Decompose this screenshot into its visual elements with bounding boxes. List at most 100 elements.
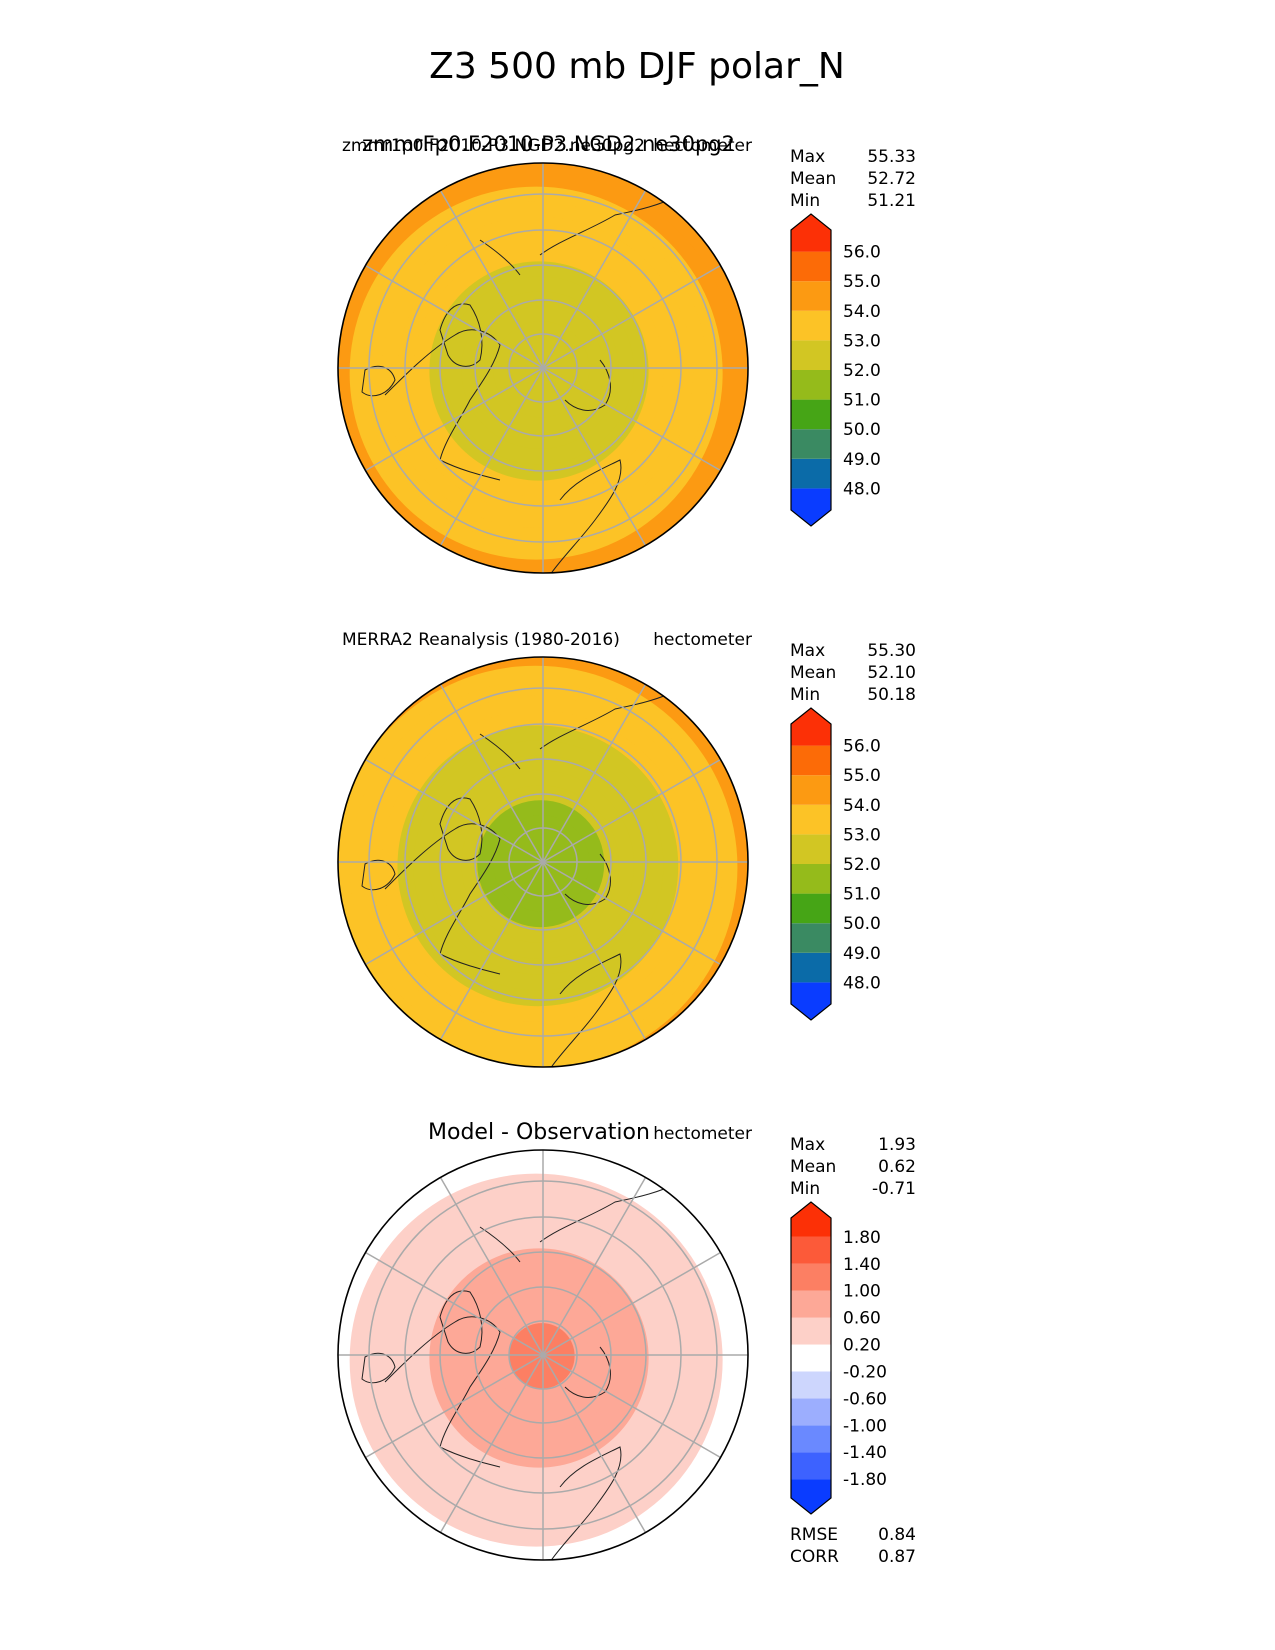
meridian-line — [439, 190, 544, 369]
panel-model-graticule — [338, 163, 748, 573]
stat-max-value: 1.93 — [878, 1135, 916, 1155]
colorbar-tick-label: 1.40 — [843, 1255, 881, 1275]
meridian-line — [542, 190, 647, 369]
colorbar-cell — [791, 1425, 831, 1453]
colorbar-cell — [791, 745, 831, 776]
panel-model-units: hectometer — [653, 136, 752, 156]
meridian-line — [439, 1177, 544, 1356]
colorbar-tick-label: 48.0 — [843, 973, 881, 993]
colorbar-cell — [791, 281, 831, 311]
meridian-line — [365, 758, 544, 863]
stat-max-label: Max — [790, 1135, 825, 1155]
colorbar-cell — [791, 310, 831, 341]
colorbar-cell — [791, 399, 831, 430]
stat-max-value: 55.30 — [867, 641, 916, 661]
colorbar-tick-label: 52.0 — [843, 361, 881, 381]
colorbar-tick-label: 50.0 — [843, 914, 881, 934]
colorbar-cell — [791, 458, 831, 489]
colorbar-cell — [791, 1317, 831, 1345]
meridian-line — [365, 861, 544, 966]
meridian-line — [542, 861, 721, 966]
colorbar-cell — [791, 1371, 831, 1399]
colorbar-tick-label: 48.0 — [843, 479, 881, 499]
panel-diff-colorbar: -1.80 -1.40 -1.00 -0.60 -0.20 0.20 0.60 1.00 1.4… — [790, 1201, 887, 1515]
stat-mean-label: Mean — [790, 663, 836, 683]
panel-diff-graticule — [338, 1150, 748, 1560]
colorbar-cell — [791, 864, 831, 894]
panel-model-colorbar: 48.0 49.0 50.0 51.0 52.0 53.0 54.0 55.0 56.0 — [790, 213, 881, 527]
meridian-line — [542, 861, 647, 1040]
colorbar-tick-label: 1.80 — [843, 1228, 881, 1248]
colorbar-tick-label: -1.80 — [843, 1470, 887, 1490]
colorbar-tick-label: -1.40 — [843, 1443, 887, 1463]
panel-obs-map — [338, 657, 748, 1067]
colorbar-tick-label: 54.0 — [843, 302, 881, 322]
panel-obs: MERRA2 Reanalysis (1980-2016) hectometer — [337, 630, 916, 1068]
colorbar-tick-label: 50.0 — [843, 420, 881, 440]
meridian-line — [542, 264, 721, 369]
figure-title: Z3 500 mb DJF polar_N — [429, 46, 845, 87]
colorbar-outline — [790, 1201, 832, 1515]
colorbar-cell — [791, 340, 831, 370]
colorbar-cell — [791, 775, 831, 805]
panel-obs-units: hectometer — [653, 630, 752, 650]
panel-obs-boundary — [337, 656, 749, 1068]
colorbar-tick-label: 56.0 — [843, 737, 881, 757]
colorbar-outline — [790, 213, 832, 527]
colorbar-tick-label: 51.0 — [843, 885, 881, 905]
stat-max-label: Max — [790, 147, 825, 167]
meridian-line — [365, 264, 544, 369]
panel-diff-map — [338, 1150, 748, 1560]
colorbar-tick-label: 51.0 — [843, 391, 881, 411]
stat-mean-label: Mean — [790, 169, 836, 189]
colorbar-cell — [791, 982, 831, 1020]
colorbar-tick-label: 0.20 — [843, 1336, 881, 1356]
panel-obs-colorbar: 48.0 49.0 50.0 51.0 52.0 53.0 54.0 55.0 56.0 — [790, 707, 881, 1021]
stat-max-label: Max — [790, 641, 825, 661]
colorbar-tick-label: 1.00 — [843, 1282, 881, 1302]
panel-model-boundary — [337, 162, 749, 574]
colorbar-cell — [791, 1236, 831, 1264]
metric-corr-value: 0.87 — [878, 1547, 916, 1567]
stat-mean-value: 52.10 — [867, 663, 916, 683]
stat-min-label: Min — [790, 1179, 820, 1199]
meridian-line — [542, 1251, 721, 1356]
colorbar-tick-label: 55.0 — [843, 272, 881, 292]
meridian-line — [439, 684, 544, 863]
colorbar-tick-label: 53.0 — [843, 825, 881, 845]
colorbar-cell — [791, 893, 831, 924]
metric-rmse-label: RMSE — [790, 1525, 838, 1545]
panel-model-title-overlay: zmmrFp0.F2010-P3.NGD2.ne30pg2 — [362, 132, 735, 156]
colorbar-tick-label: 54.0 — [843, 796, 881, 816]
colorbar-tick-label: 53.0 — [843, 331, 881, 351]
colorbar-cell — [791, 370, 831, 400]
meridian-line — [542, 1354, 647, 1533]
colorbar-tick-label: 55.0 — [843, 766, 881, 786]
meridian-line — [365, 1251, 544, 1356]
colorbar-tick-label: 49.0 — [843, 944, 881, 964]
panel-diff-title: Model - Observation — [428, 1120, 650, 1145]
panel-model-map — [338, 163, 748, 573]
panel-model-stats: Max 55.33 Mean 52.72 Min 51.21 — [790, 147, 916, 211]
metric-corr-label: CORR — [790, 1547, 839, 1567]
meridian-line — [365, 367, 544, 472]
colorbar-cell — [791, 1202, 831, 1237]
stat-min-label: Min — [790, 191, 820, 211]
panel-diff-stats: Max 1.93 Mean 0.62 Min -0.71 — [790, 1135, 916, 1199]
colorbar-tick-label: 52.0 — [843, 855, 881, 875]
colorbar-cell — [791, 834, 831, 864]
meridian-line — [439, 861, 544, 1040]
stat-min-value: 50.18 — [867, 685, 916, 705]
colorbar-cell — [791, 952, 831, 983]
colorbar-cell — [791, 1290, 831, 1318]
meridian-line — [542, 1177, 647, 1356]
colorbar-tick-label: 56.0 — [843, 243, 881, 263]
stat-min-label: Min — [790, 685, 820, 705]
colorbar-tick-label: -1.00 — [843, 1416, 887, 1436]
colorbar-cell — [791, 251, 831, 282]
meridian-line — [542, 758, 721, 863]
colorbar-cell — [791, 214, 831, 252]
colorbar-cell — [791, 804, 831, 835]
stat-mean-value: 0.62 — [878, 1157, 916, 1177]
